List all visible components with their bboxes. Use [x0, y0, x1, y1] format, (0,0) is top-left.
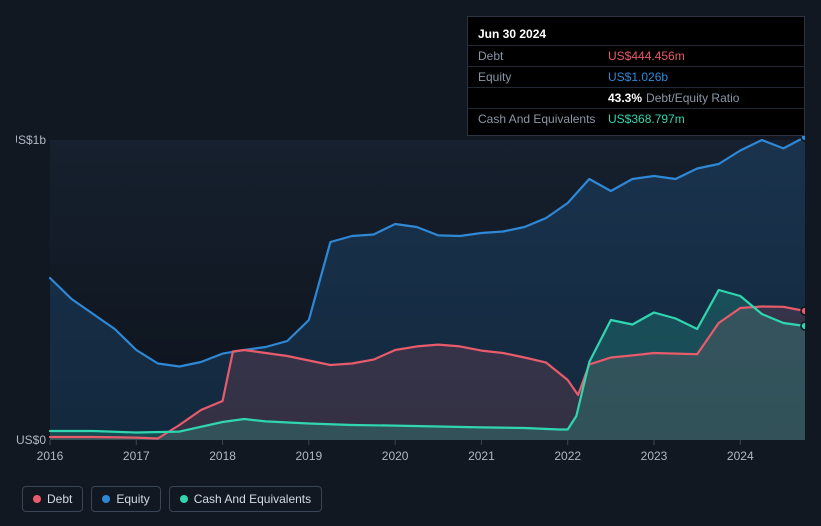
svg-text:2022: 2022	[554, 449, 581, 463]
svg-text:US$0: US$0	[16, 433, 46, 447]
svg-text:2019: 2019	[296, 449, 323, 463]
tooltip-date: Jun 30 2024	[468, 23, 804, 45]
tooltip-row-label: Equity	[478, 70, 608, 84]
legend-dot-cash	[180, 495, 188, 503]
svg-text:2018: 2018	[209, 449, 236, 463]
legend-label: Equity	[116, 492, 149, 506]
tooltip-row: 43.3% Debt/Equity Ratio	[468, 87, 804, 108]
svg-text:2021: 2021	[468, 449, 495, 463]
tooltip-row-label	[478, 91, 608, 105]
svg-text:2024: 2024	[727, 449, 754, 463]
tooltip-row-label: Cash And Equivalents	[478, 112, 608, 126]
tooltip-ratio-text: Debt/Equity Ratio	[646, 91, 739, 105]
tooltip-row-value: US$1.026b	[608, 70, 668, 84]
hover-tooltip: Jun 30 2024 DebtUS$444.456mEquityUS$1.02…	[467, 16, 805, 136]
tooltip-row: DebtUS$444.456m	[468, 45, 804, 66]
svg-text:2020: 2020	[382, 449, 409, 463]
svg-text:2023: 2023	[641, 449, 668, 463]
line-chart[interactable]: US$1b US$0 2016 2017 2018 2019 2020 2021 2022 202…	[16, 120, 805, 470]
legend-label: Cash And Equivalents	[194, 492, 311, 506]
legend-item-equity[interactable]: Equity	[91, 486, 160, 512]
legend-dot-equity	[102, 495, 110, 503]
tooltip-row: EquityUS$1.026b	[468, 66, 804, 87]
legend-dot-debt	[33, 495, 41, 503]
svg-text:2017: 2017	[123, 449, 150, 463]
legend-label: Debt	[47, 492, 72, 506]
svg-text:2016: 2016	[37, 449, 64, 463]
svg-text:US$1b: US$1b	[16, 133, 46, 147]
legend-item-debt[interactable]: Debt	[22, 486, 83, 512]
tooltip-row-value: US$444.456m	[608, 49, 685, 63]
legend-item-cash[interactable]: Cash And Equivalents	[169, 486, 322, 512]
tooltip-ratio-pct: 43.3%	[608, 91, 642, 105]
chart-legend: Debt Equity Cash And Equivalents	[22, 486, 322, 512]
tooltip-row-label: Debt	[478, 49, 608, 63]
tooltip-row-value: US$368.797m	[608, 112, 685, 126]
tooltip-row: Cash And EquivalentsUS$368.797m	[468, 108, 804, 129]
